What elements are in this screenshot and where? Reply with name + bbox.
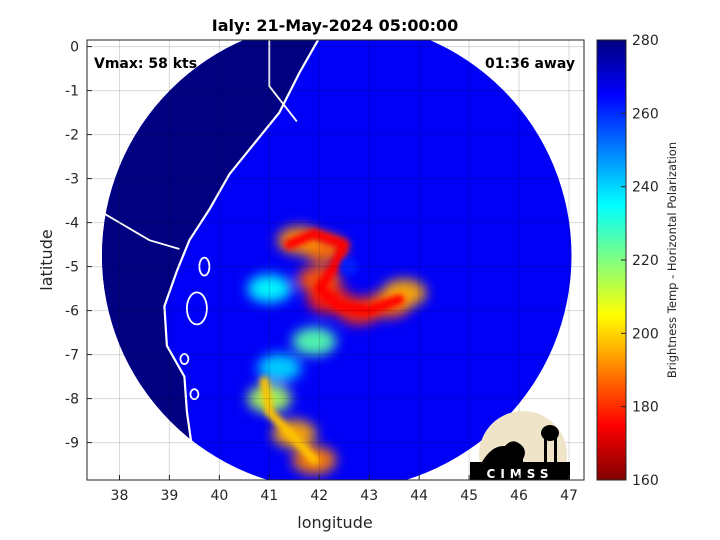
colorbar-tick-label: 180 [632,400,659,416]
y-tick-label: -4 [65,216,79,232]
y-axis-label: latitude [37,229,56,290]
island-outline [198,256,211,277]
y-tick-label: -8 [65,392,79,408]
island-outline [179,353,190,365]
x-tick-label: 47 [560,488,578,504]
x-tick-label: 41 [260,488,278,504]
x-tick-label: 42 [310,488,328,504]
cold-cloud-feature [257,353,302,382]
y-tick-label: -9 [65,436,79,452]
vmax-annotation: Vmax: 58 kts [94,56,197,72]
y-axis-ticks: 0 -1 -2 -3 -4 -5 -6 -7 -8 -9 [65,40,92,452]
y-tick-label: -1 [65,84,79,100]
y-tick-label: -6 [65,304,79,320]
border-kenya-somalia [268,40,298,122]
colorbar-tick-label: 200 [632,326,659,342]
border-kenya-tanzania [87,177,180,250]
x-tick-label: 39 [161,488,179,504]
x-tick-label: 38 [111,488,129,504]
cold-cloud-feature [247,274,292,303]
cold-cloud-feature [292,327,337,356]
colorbar-tick-label: 260 [632,106,659,122]
colorbar-tick-label: 160 [632,473,659,489]
y-tick-label: -2 [65,128,79,144]
x-tick-label: 46 [510,488,528,504]
cyclone-eye [340,257,359,276]
swath-land [101,40,320,480]
colorbar-tick-label: 240 [632,180,659,196]
cimss-logo: CIMSS [470,411,570,481]
x-axis-ticks: 38 39 40 41 42 43 44 45 46 47 [111,475,578,504]
coastline [163,40,320,480]
y-tick-label: -5 [65,260,79,276]
chart-title: Ialy: 21-May-2024 05:00:00 [212,16,459,35]
y-tick-label: -7 [65,348,79,364]
plot-area: Vmax: 58 kts 01:36 away CIMSS [87,40,584,481]
colorbar-tick-label: 220 [632,253,659,269]
plot-frame [86,39,585,481]
time-away-annotation: 01:36 away [485,56,575,72]
colorbar-tick-label: 280 [632,33,659,49]
southern-rain-band [259,376,319,465]
island-outline [189,388,200,401]
island-outline [185,291,208,326]
x-axis-label: longitude [297,513,372,532]
x-tick-label: 40 [210,488,228,504]
coastline-borders [87,40,320,480]
logo-text: CIMSS [487,467,554,481]
x-tick-label: 45 [460,488,478,504]
y-tick-label: 0 [70,40,79,56]
x-tick-label: 44 [410,488,428,504]
spiral-band [284,228,405,316]
brightness-temp-swath [101,40,572,480]
colorbar: 160 180 200 220 240 260 280 Brightness Temp - … [596,33,679,489]
colorbar-label: Brightness Temp - Horizontal Polarizatio… [665,142,679,378]
colorbar-ticks: 160 180 200 220 240 260 280 [621,33,659,489]
y-tick-label: -3 [65,172,79,188]
x-tick-label: 43 [360,488,378,504]
